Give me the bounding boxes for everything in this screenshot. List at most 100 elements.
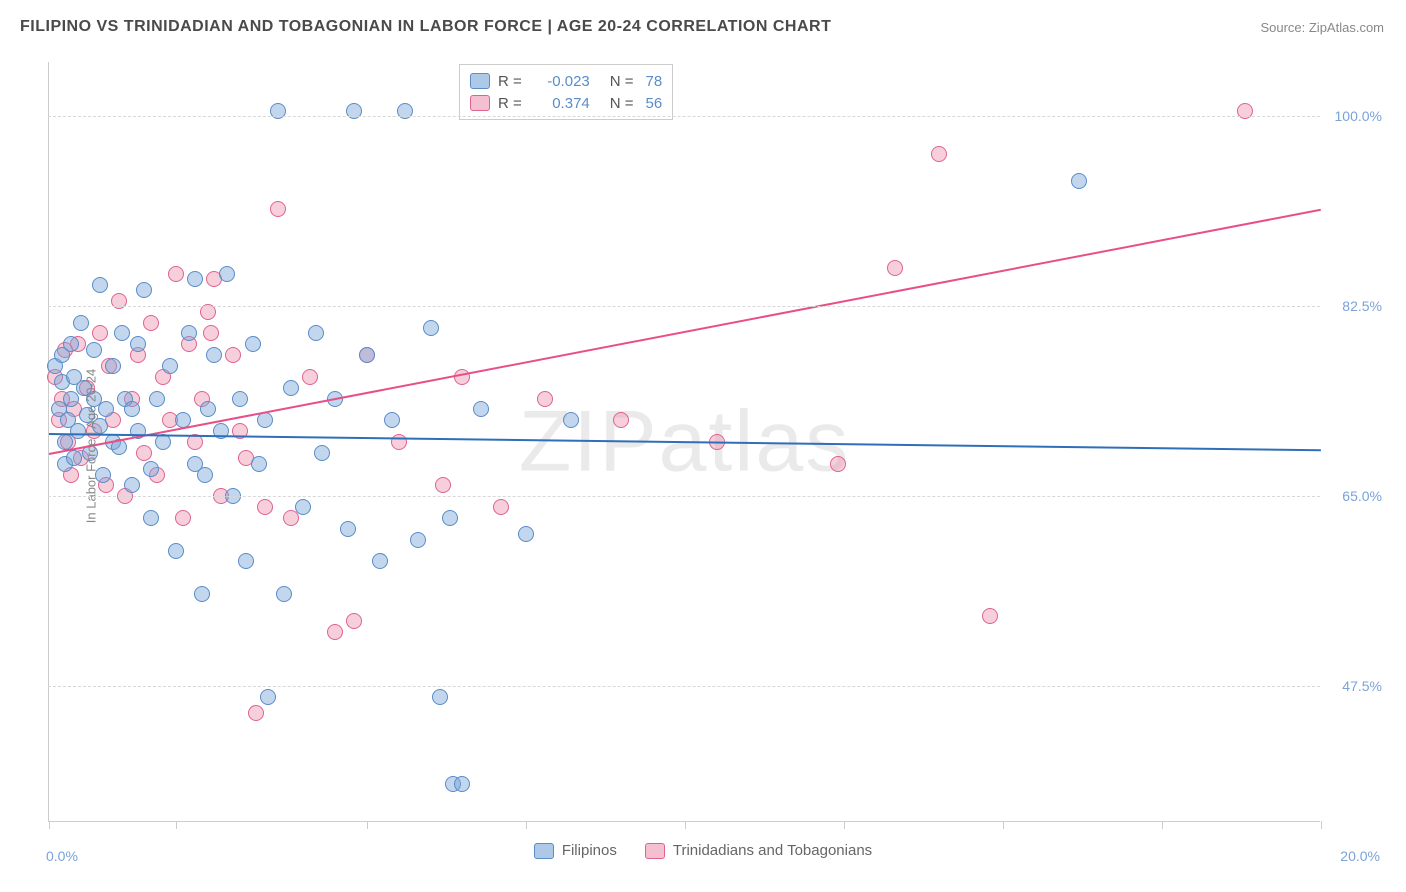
scatter-point-a: [314, 445, 330, 461]
scatter-point-a: [423, 320, 439, 336]
scatter-point-a: [1071, 173, 1087, 189]
scatter-point-a: [432, 689, 448, 705]
legend-swatch: [470, 95, 490, 111]
scatter-point-a: [563, 412, 579, 428]
scatter-point-b: [143, 315, 159, 331]
legend-swatch: [534, 843, 554, 859]
scatter-point-a: [124, 477, 140, 493]
scatter-point-a: [295, 499, 311, 515]
scatter-point-a: [219, 266, 235, 282]
scatter-point-a: [136, 282, 152, 298]
scatter-point-a: [66, 450, 82, 466]
x-tick-label-left: 0.0%: [46, 848, 78, 864]
scatter-point-a: [473, 401, 489, 417]
scatter-point-b: [537, 391, 553, 407]
scatter-point-b: [225, 347, 241, 363]
scatter-point-a: [194, 586, 210, 602]
legend-r-value: 0.374: [534, 95, 590, 112]
source-label: Source: ZipAtlas.com: [1260, 20, 1384, 35]
scatter-point-a: [73, 315, 89, 331]
scatter-point-a: [149, 391, 165, 407]
scatter-point-a: [57, 434, 73, 450]
x-tick: [844, 821, 845, 829]
scatter-point-a: [372, 553, 388, 569]
legend-n-label: N =: [610, 73, 634, 90]
y-tick-label: 82.5%: [1342, 298, 1382, 314]
scatter-point-a: [257, 412, 273, 428]
scatter-point-a: [276, 586, 292, 602]
legend-series-label: Trinidadians and Tobagonians: [673, 842, 872, 859]
legend-n-value: 56: [646, 95, 663, 112]
legend-n-value: 78: [646, 73, 663, 90]
scatter-point-a: [206, 347, 222, 363]
scatter-point-a: [251, 456, 267, 472]
scatter-point-a: [410, 532, 426, 548]
y-axis-label: In Labor Force | Age 20-24: [84, 369, 99, 523]
scatter-point-a: [92, 277, 108, 293]
scatter-point-b: [136, 445, 152, 461]
scatter-point-a: [340, 521, 356, 537]
scatter-point-b: [327, 624, 343, 640]
scatter-point-b: [613, 412, 629, 428]
regression-line-a: [49, 433, 1321, 451]
x-tick: [1003, 821, 1004, 829]
y-tick-label: 100.0%: [1335, 108, 1382, 124]
scatter-point-b: [302, 369, 318, 385]
legend-correlation: R =-0.023N =78R =0.374N =56: [459, 64, 673, 120]
scatter-point-a: [181, 325, 197, 341]
x-tick: [367, 821, 368, 829]
scatter-point-a: [283, 380, 299, 396]
scatter-point-a: [454, 776, 470, 792]
scatter-point-b: [92, 325, 108, 341]
legend-row: R =0.374N =56: [470, 92, 662, 114]
x-tick: [685, 821, 686, 829]
scatter-point-a: [200, 401, 216, 417]
scatter-point-a: [162, 358, 178, 374]
scatter-point-b: [493, 499, 509, 515]
legend-series-item: Filipinos: [534, 842, 617, 859]
scatter-point-a: [86, 342, 102, 358]
y-tick-label: 65.0%: [1342, 488, 1382, 504]
x-tick-label-right: 20.0%: [1340, 848, 1380, 864]
scatter-point-a: [359, 347, 375, 363]
x-tick: [526, 821, 527, 829]
scatter-point-a: [260, 689, 276, 705]
gridline: [48, 116, 1320, 117]
legend-series: Filipinos Trinidadians and Tobagonians: [0, 842, 1406, 859]
scatter-point-b: [270, 201, 286, 217]
scatter-point-b: [391, 434, 407, 450]
gridline: [48, 496, 1320, 497]
scatter-point-b: [248, 705, 264, 721]
x-tick: [1321, 821, 1322, 829]
scatter-point-a: [130, 336, 146, 352]
legend-r-label: R =: [498, 95, 522, 112]
legend-swatch: [470, 73, 490, 89]
scatter-point-a: [187, 271, 203, 287]
legend-series-label: Filipinos: [562, 842, 617, 859]
legend-swatch: [645, 843, 665, 859]
scatter-point-a: [232, 391, 248, 407]
scatter-point-a: [105, 358, 121, 374]
scatter-point-a: [384, 412, 400, 428]
gridline: [48, 686, 1320, 687]
scatter-point-a: [98, 401, 114, 417]
scatter-point-b: [982, 608, 998, 624]
scatter-point-a: [114, 325, 130, 341]
scatter-point-b: [168, 266, 184, 282]
legend-row: R =-0.023N =78: [470, 70, 662, 92]
scatter-point-a: [518, 526, 534, 542]
x-tick: [49, 821, 50, 829]
legend-r-value: -0.023: [534, 73, 590, 90]
gridline: [48, 306, 1320, 307]
scatter-point-b: [435, 477, 451, 493]
scatter-point-a: [197, 467, 213, 483]
scatter-point-b: [203, 325, 219, 341]
scatter-point-a: [143, 510, 159, 526]
scatter-point-b: [346, 613, 362, 629]
y-tick-label: 47.5%: [1342, 678, 1382, 694]
scatter-point-a: [168, 543, 184, 559]
scatter-point-a: [245, 336, 261, 352]
scatter-point-a: [308, 325, 324, 341]
plot-area: ZIPatlas: [48, 62, 1320, 822]
scatter-point-b: [175, 510, 191, 526]
